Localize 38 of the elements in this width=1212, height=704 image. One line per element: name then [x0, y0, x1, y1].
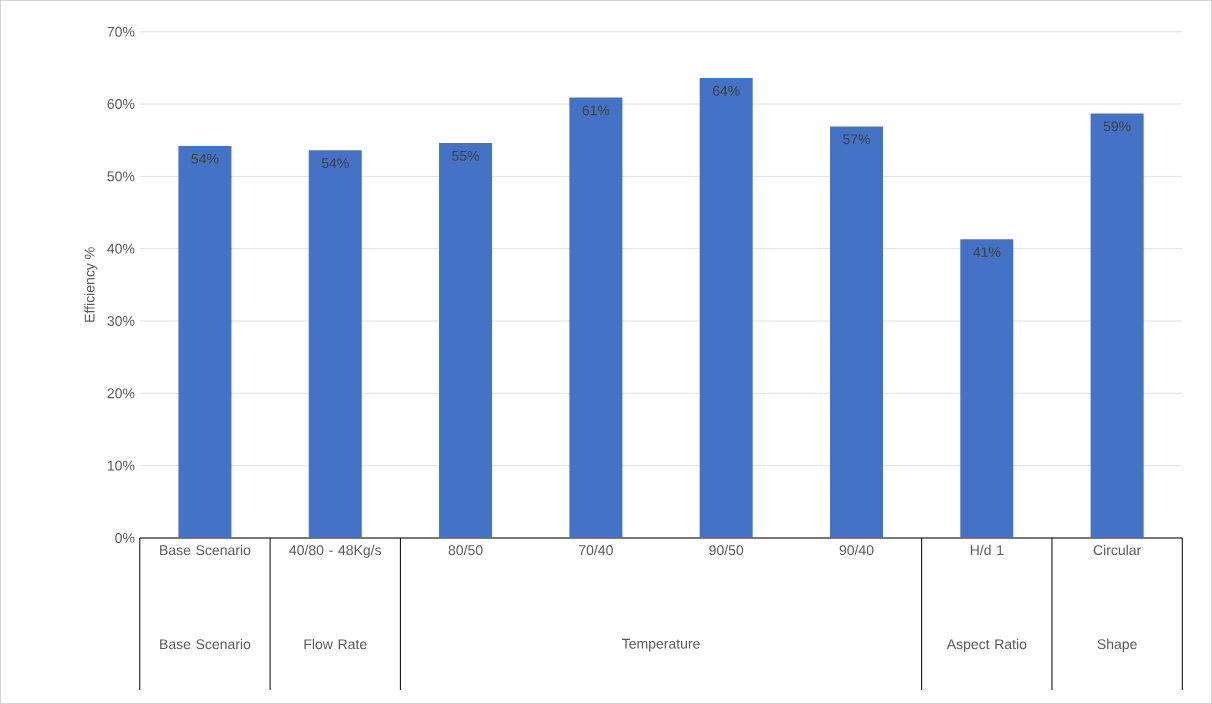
text: Temperature	[622, 639, 700, 652]
y-axis-title: Efficiency %	[84, 247, 98, 322]
data-label: 61%	[582, 105, 610, 116]
text: Shape	[1097, 638, 1137, 653]
bar	[960, 239, 1014, 539]
data-label: 54%	[321, 158, 349, 169]
data-label: 55%	[452, 151, 480, 161]
text: Aspect Ratio	[946, 638, 1027, 653]
y-tick-label: 20%	[107, 388, 135, 399]
y-tick-label: 30%	[107, 316, 135, 327]
x-tick-label: 80/50	[448, 544, 483, 556]
x-tick-label: 40/80 - 48Kg/s	[289, 544, 382, 558]
y-tick-label: 40%	[107, 243, 135, 254]
bar	[178, 146, 232, 539]
text: Base Scenario	[160, 638, 251, 650]
x-tick-label: H/d 1	[970, 544, 1004, 556]
x-tick-label: 90/50	[709, 544, 744, 556]
x-tick-label: Base Scenario	[160, 544, 251, 556]
bar	[1090, 113, 1144, 539]
data-label: 54%	[191, 153, 219, 164]
x-tick-label: 70/40	[579, 544, 613, 556]
data-label: 64%	[712, 85, 740, 96]
y-tick-label: 10%	[107, 460, 135, 471]
bar	[308, 150, 362, 539]
text: Flow Rate	[304, 638, 367, 650]
data-label: 57%	[843, 134, 871, 145]
y-tick-label: 50%	[107, 171, 135, 182]
y-tick-label: 0%	[115, 533, 135, 544]
bar	[569, 97, 623, 539]
bar	[699, 78, 753, 539]
bar	[829, 126, 884, 539]
data-label: 41%	[973, 247, 1001, 258]
x-tick-label: 90/40	[839, 544, 874, 556]
x-tick-label: Circular	[1093, 544, 1142, 556]
y-tick-label: 60%	[107, 99, 135, 110]
data-label: 59%	[1103, 121, 1131, 132]
y-tick-label: 70%	[107, 26, 135, 37]
bar	[439, 143, 493, 539]
